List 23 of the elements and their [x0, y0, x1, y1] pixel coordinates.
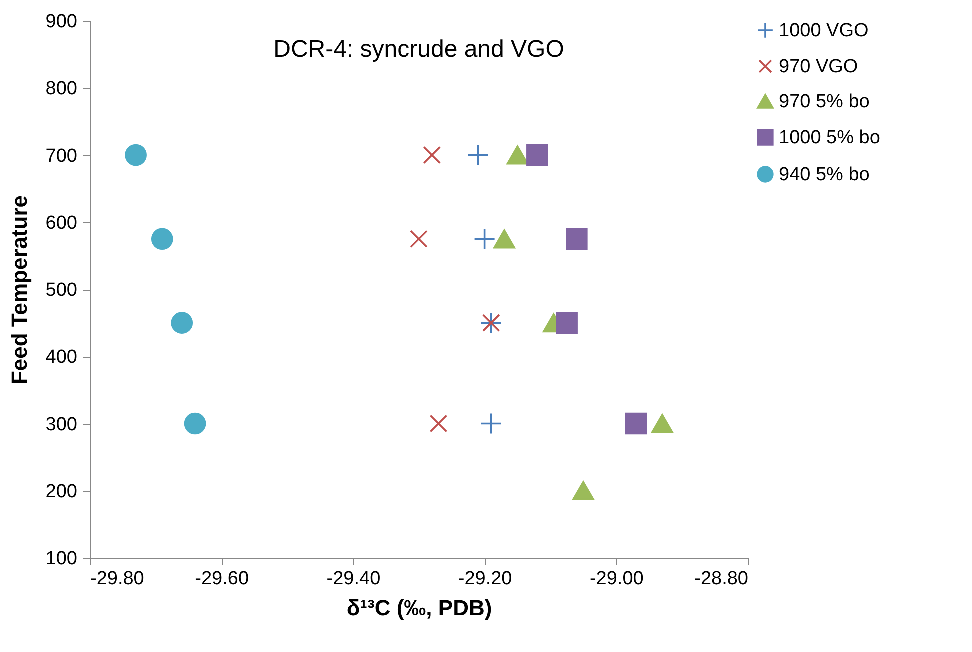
legend-label: 1000 5% bo	[779, 128, 880, 148]
x-tick-label: -28.80	[694, 568, 748, 590]
x-tick-label: -29.80	[90, 568, 144, 590]
y-tick-label: 700	[46, 146, 78, 167]
y-tick-label: 800	[46, 78, 78, 100]
text: DCR-4: syncrude and VGO	[274, 36, 564, 63]
y-tick-label: 600	[46, 212, 78, 234]
x-axis-title: δ¹³C (‰, PDB)	[346, 596, 492, 620]
x-tick-label: -29.60	[195, 568, 250, 590]
y-tick-label: 900	[46, 12, 78, 32]
legend-label: 970 5% bo	[779, 92, 870, 112]
legend-label: 970 VGO	[779, 56, 858, 78]
y-axis-title: Feed Temperature	[6, 195, 32, 385]
y-tick-label: 300	[46, 414, 78, 436]
y-tick-label: 100	[46, 548, 78, 570]
x-tick-label: -29.40	[326, 568, 381, 590]
y-tick-label: 500	[46, 280, 78, 301]
y-tick-label: 400	[46, 347, 78, 368]
y-tick-label: 200	[46, 481, 78, 502]
legend-label: 940 5% bo	[779, 164, 870, 186]
legend-label: 1000 VGO	[779, 20, 869, 42]
x-tick-label: -29.00	[590, 568, 644, 590]
x-tick-label: -29.20	[458, 568, 512, 590]
